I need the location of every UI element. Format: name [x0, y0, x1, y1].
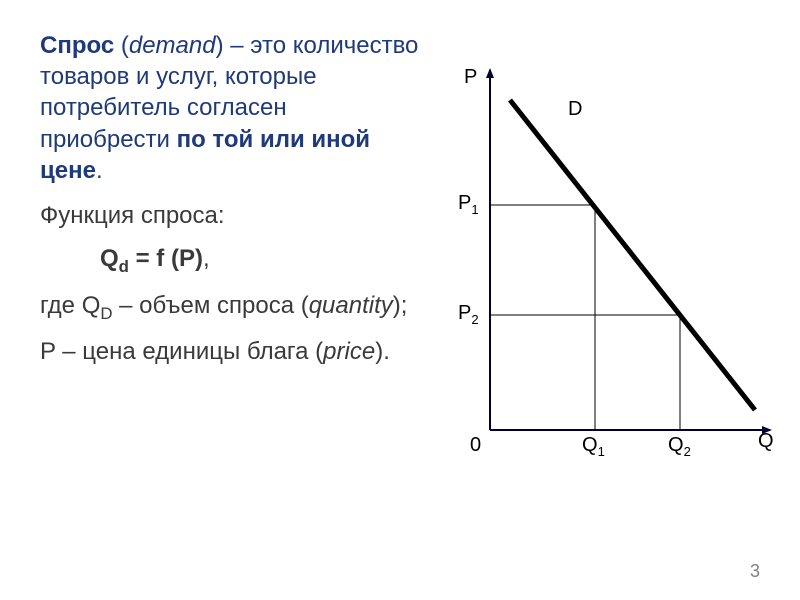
chart-label-Q: Q — [758, 430, 774, 453]
chart-label-O: 0 — [470, 434, 481, 457]
paren-open: ( — [121, 32, 129, 59]
formula-rest: = f (P) — [129, 245, 203, 272]
chart-label-P1: P1 — [458, 192, 479, 217]
demand-chart: P D P1 P2 0 Q1 Q2 Q — [440, 50, 780, 470]
formula-Q: Q — [100, 245, 119, 272]
chart-label-D: D — [568, 98, 582, 121]
chart-label-P: P — [464, 66, 477, 89]
page-number: 3 — [750, 561, 760, 582]
chart-svg — [440, 50, 780, 470]
definition-period: . — [96, 157, 103, 184]
chart-label-Q2: Q2 — [668, 434, 691, 459]
price-line: P – цена единицы блага (price). — [40, 336, 420, 367]
price-text: P – цена единицы блага ( — [40, 338, 323, 365]
where-line: где QD – объем спроса (quantity); — [40, 290, 420, 325]
definition-paragraph: Спрос (demand) – это количество товаров … — [40, 30, 420, 186]
formula-comma: , — [203, 245, 210, 272]
term: Спрос — [40, 32, 114, 59]
where-tail: ); — [393, 292, 408, 319]
text-column: Спрос (demand) – это количество товаров … — [40, 30, 420, 580]
slide-container: Спрос (demand) – это количество товаров … — [0, 0, 800, 600]
where-text: где Q — [40, 292, 100, 319]
chart-label-Q1: Q1 — [582, 434, 605, 459]
formula: Qd = f (P), — [40, 243, 420, 278]
function-label: Функция спроса: — [40, 200, 420, 231]
formula-sub-d: d — [119, 257, 129, 276]
where-rest: – объем спроса ( — [113, 292, 309, 319]
price-english: price — [323, 338, 375, 365]
price-tail: ). — [375, 338, 390, 365]
paren-close: ) — [216, 32, 224, 59]
chart-label-P2: P2 — [458, 302, 479, 327]
where-sub-D: D — [100, 304, 112, 323]
chart-column: P D P1 P2 0 Q1 Q2 Q — [440, 30, 776, 580]
where-english: quantity — [309, 292, 393, 319]
term-english: demand — [129, 32, 216, 59]
